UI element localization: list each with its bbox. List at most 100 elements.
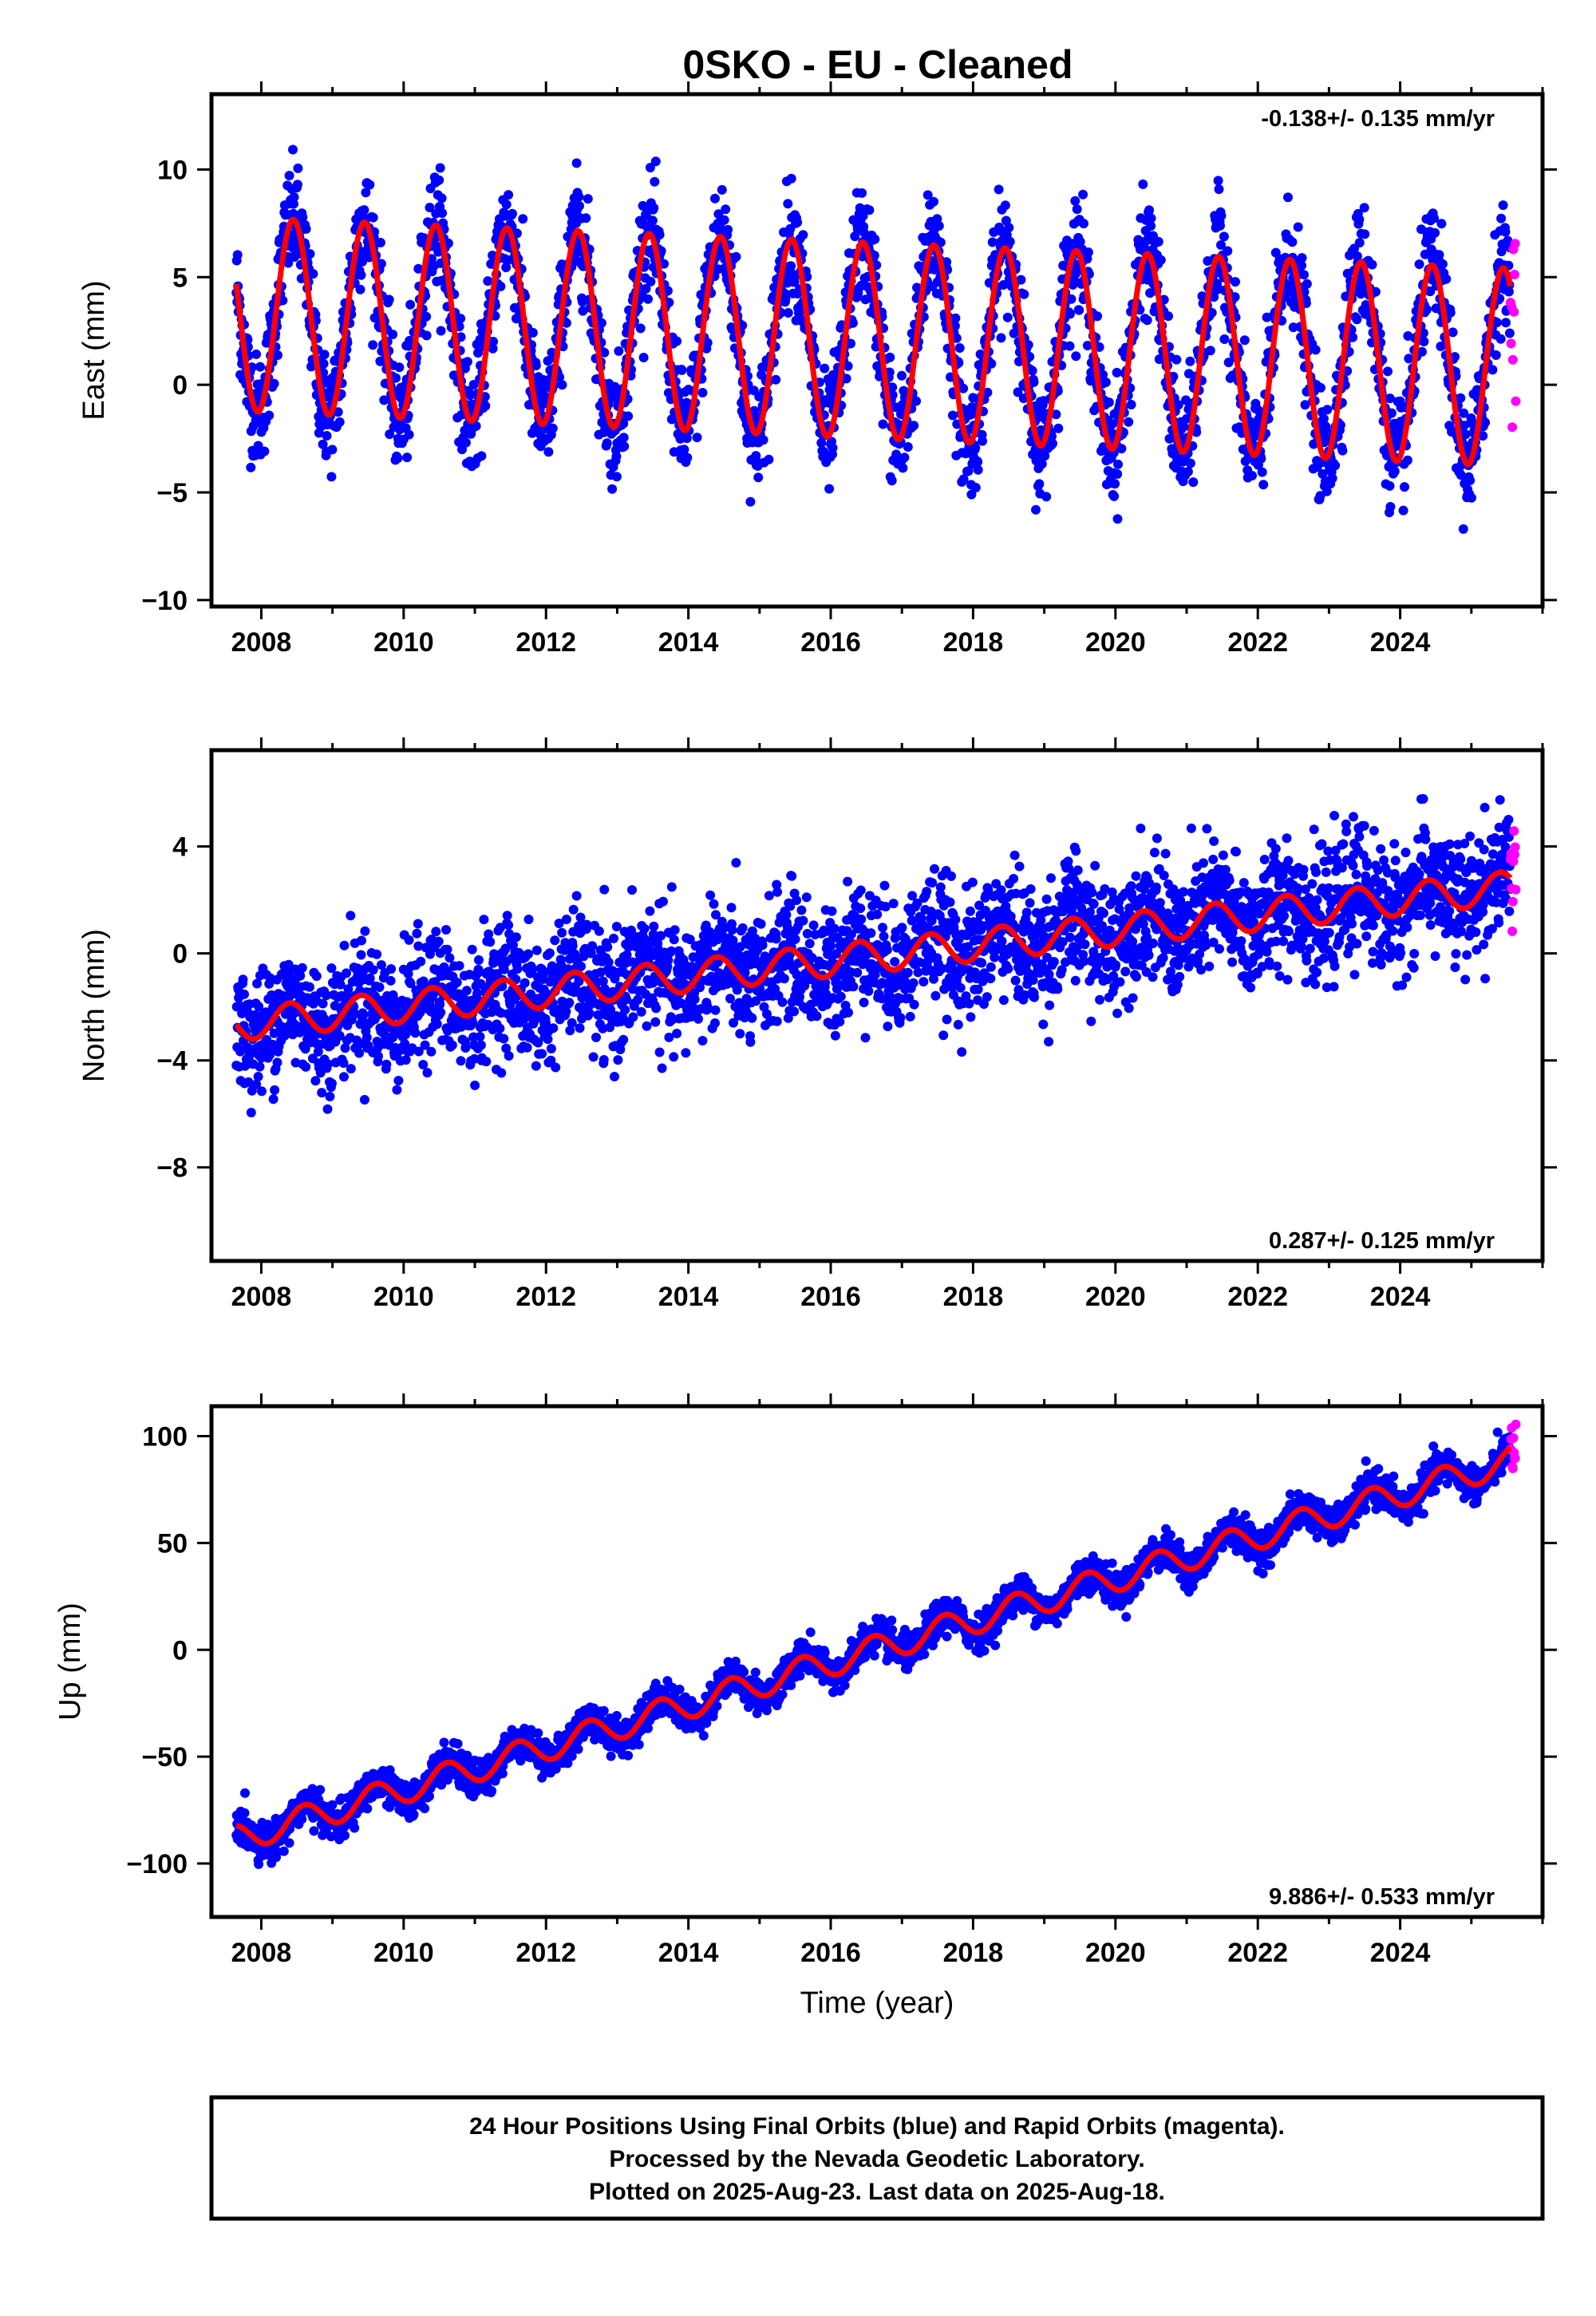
final-orbit-point — [270, 1085, 280, 1095]
final-orbit-point — [789, 1006, 800, 1017]
final-orbit-point — [1219, 231, 1229, 242]
final-orbit-point — [1257, 467, 1267, 477]
final-orbit-point — [857, 188, 867, 198]
east-velocity-label: -0.138+/- 0.135 mm/yr — [1261, 106, 1495, 132]
final-orbit-point — [327, 445, 338, 455]
final-orbit-point — [682, 453, 693, 463]
final-orbit-point — [544, 948, 555, 958]
final-orbit-point — [689, 994, 700, 1005]
final-orbit-point — [897, 370, 907, 381]
final-orbit-point — [1500, 227, 1511, 237]
final-orbit-point — [436, 1007, 446, 1018]
final-orbit-point — [1310, 345, 1321, 355]
final-orbit-point — [368, 212, 378, 223]
final-orbit-point — [527, 964, 538, 974]
final-orbit-point — [898, 463, 908, 473]
final-orbit-point — [357, 935, 366, 946]
final-orbit-point — [1398, 505, 1408, 516]
x-tick-label: 2020 — [1085, 627, 1146, 658]
final-orbit-point — [441, 925, 451, 935]
y-tick-label: −10 — [141, 586, 188, 616]
final-orbit-point — [812, 1011, 822, 1022]
y-tick-label: −5 — [156, 478, 188, 508]
final-orbit-point — [317, 1088, 327, 1098]
final-orbit-point — [1352, 314, 1362, 325]
final-orbit-point — [646, 276, 656, 287]
x-tick-label: 2008 — [231, 627, 292, 658]
final-orbit-point — [771, 934, 781, 944]
final-orbit-point — [1495, 334, 1506, 344]
final-orbit-point — [1456, 393, 1466, 403]
final-orbit-point — [251, 349, 262, 359]
final-orbit-point — [575, 201, 584, 211]
final-orbit-point — [1171, 354, 1182, 365]
final-orbit-point — [467, 944, 477, 954]
final-orbit-point — [325, 1092, 335, 1101]
final-orbit-point — [950, 313, 961, 323]
final-orbit-point — [1383, 366, 1393, 377]
final-orbit-point — [635, 323, 646, 334]
final-orbit-point — [568, 904, 579, 915]
final-orbit-point — [1029, 377, 1039, 387]
final-orbit-point — [978, 436, 988, 446]
final-orbit-point — [322, 1104, 333, 1114]
final-orbit-point — [1163, 311, 1173, 322]
final-orbit-point — [1348, 332, 1358, 342]
east-panel: 2008 2010 2012 2014 2016 2018 2020 2022 2024−10−… — [77, 81, 1557, 658]
final-orbit-point — [531, 1061, 541, 1071]
final-orbit-point — [418, 1060, 429, 1069]
x-tick-label: 2016 — [800, 627, 861, 658]
final-orbit-point — [305, 249, 315, 259]
final-orbit-point — [954, 343, 965, 353]
final-orbit-point — [1185, 356, 1195, 366]
final-orbit-point — [531, 361, 541, 370]
final-orbit-point — [860, 1033, 871, 1043]
final-orbit-point — [1385, 502, 1396, 512]
final-orbit-point — [318, 358, 329, 369]
final-orbit-point — [339, 940, 350, 951]
final-orbit-point — [670, 925, 680, 935]
final-orbit-point — [358, 1010, 368, 1021]
final-orbit-point — [745, 1037, 756, 1047]
final-orbit-point — [301, 1061, 311, 1072]
final-orbit-point — [1498, 200, 1508, 211]
final-orbit-point — [591, 1032, 601, 1042]
y-tick-label: 0 — [172, 370, 188, 401]
final-orbit-point — [447, 1040, 457, 1050]
final-orbit-point — [1354, 238, 1365, 248]
final-orbit-point — [1283, 192, 1293, 203]
final-orbit-point — [642, 1021, 652, 1031]
final-orbit-point — [326, 472, 337, 482]
final-orbit-point — [830, 1030, 840, 1041]
final-orbit-point — [1027, 366, 1037, 376]
final-orbit-point — [1072, 204, 1082, 215]
final-orbit-point — [1112, 469, 1123, 479]
final-orbit-point — [574, 192, 584, 202]
final-orbit-point — [1465, 476, 1476, 485]
final-orbit-point — [735, 1029, 745, 1039]
final-orbit-point — [856, 914, 867, 924]
final-orbit-point — [437, 193, 447, 204]
final-orbit-point — [1367, 259, 1377, 270]
final-orbit-point — [588, 1052, 598, 1062]
final-orbit-point — [1066, 294, 1077, 304]
final-orbit-point — [599, 884, 610, 895]
final-orbit-point — [1400, 482, 1409, 492]
final-orbit-point — [501, 200, 512, 210]
final-orbit-point — [731, 858, 741, 868]
final-orbit-point — [827, 906, 837, 916]
final-orbit-point — [239, 989, 249, 999]
final-orbit-point — [710, 1005, 721, 1015]
final-orbit-point — [431, 927, 441, 937]
final-orbit-point — [666, 882, 677, 892]
final-orbit-point — [1112, 367, 1122, 377]
final-orbit-point — [1436, 219, 1447, 229]
final-orbit-point — [786, 261, 796, 271]
final-orbit-point — [342, 968, 351, 978]
final-orbit-point — [253, 1072, 263, 1081]
final-orbit-point — [1156, 255, 1166, 265]
final-orbit-point — [681, 1048, 691, 1058]
final-orbit-point — [603, 957, 614, 967]
final-orbit-point — [719, 215, 729, 225]
chart-title: 0SKO - EU - Cleaned — [683, 42, 1073, 87]
